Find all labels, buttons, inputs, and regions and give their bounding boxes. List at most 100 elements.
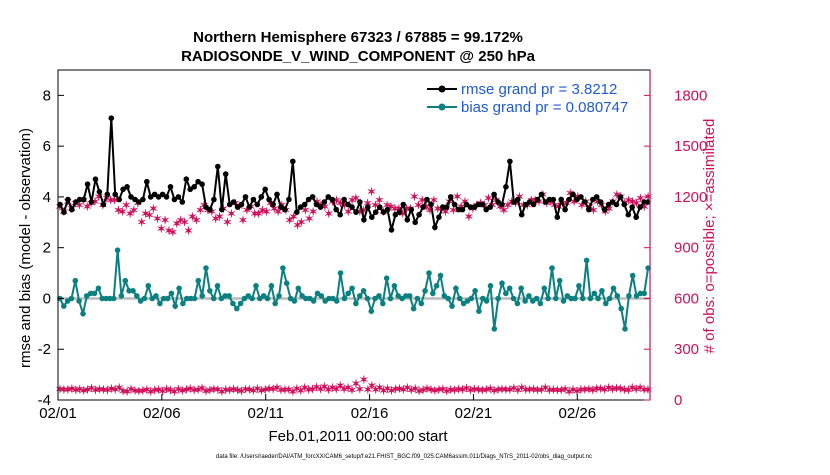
obs-assimilated-point: ✶ (336, 198, 345, 210)
obs-possible-point: ✶ (616, 384, 625, 396)
rmse-point (124, 184, 130, 190)
rmse-point (617, 194, 624, 200)
bias-point (430, 290, 436, 297)
obs-assimilated-point: ✶ (168, 227, 177, 239)
obs-assimilated-point: ✶ (375, 195, 384, 207)
rmse-point (641, 199, 647, 205)
bias-point (587, 295, 594, 302)
rmse-point (242, 194, 249, 200)
obs-possible-point: ✶ (67, 383, 76, 395)
bias-point (629, 272, 636, 279)
bias-point (237, 300, 244, 307)
obs-possible-point: ✶ (288, 386, 297, 398)
obs-possible-point: ✶ (111, 384, 120, 396)
obs-possible-point: ✶ (316, 384, 325, 396)
obs-possible-point: ✶ (533, 385, 542, 397)
bias-legend-marker (438, 103, 446, 111)
obs-possible-point: ✶ (71, 385, 80, 397)
obs-possible-point: ✶ (422, 384, 431, 396)
obs-possible-point: ✶ (501, 385, 510, 397)
rmse-point (483, 206, 490, 213)
bias-point (145, 283, 152, 289)
obs-assimilated-point: ✶ (433, 203, 442, 215)
x-axis-label: Feb.01,2011 00:00:00 start (268, 428, 448, 445)
obs-assimilated-point: ✶ (371, 200, 380, 212)
obs-assimilated-point: ✶ (464, 212, 473, 224)
bias-point (195, 277, 202, 284)
bias-point (160, 295, 167, 302)
obs-assimilated-point: ✶ (94, 191, 103, 203)
y-tick-label-left: 2 (43, 240, 51, 257)
rmse-point (207, 206, 213, 213)
obs-assimilated-point: ✶ (160, 215, 169, 227)
obs-assimilated-point: ✶ (176, 215, 185, 227)
obs-assimilated-point: ✶ (270, 203, 279, 215)
obs-possible-point: ✶ (284, 385, 293, 397)
obs-assimilated-point: ✶ (332, 195, 341, 207)
bias-point (337, 270, 344, 276)
obs-assimilated-point: ✶ (172, 219, 181, 231)
obs-assimilated-point: ✶ (386, 202, 395, 214)
obs-assimilated-point: ✶ (636, 193, 645, 205)
bias-point (537, 300, 544, 307)
bias-point (387, 295, 394, 302)
obs-assimilated-point: ✶ (382, 200, 391, 212)
bias-point (191, 295, 198, 302)
obs-possible-point: ✶ (407, 385, 416, 397)
obs-possible-point: ✶ (115, 383, 124, 395)
bias-point (295, 285, 302, 292)
rmse-point (491, 191, 497, 198)
obs-possible-point: ✶ (568, 385, 577, 397)
bias-point (383, 275, 390, 282)
rmse-point (487, 204, 494, 210)
obs-possible-point: ✶ (304, 385, 313, 397)
rmse-point (613, 201, 620, 208)
bias-point (276, 293, 282, 299)
y-axis-label-right: # of obs: o=possible; ×=assimilated (701, 119, 718, 354)
bias-point (576, 283, 582, 289)
rmse-point (84, 181, 91, 187)
obs-possible-point: ✶ (312, 382, 321, 394)
rmse-point (475, 201, 482, 208)
obs-possible-point: ✶ (233, 385, 242, 397)
bias-point (357, 293, 363, 299)
obs-possible-point: ✶ (237, 386, 246, 398)
rmse-point (511, 199, 517, 205)
rmse-point (558, 196, 564, 203)
y-tick-label-right: 1500 (674, 138, 707, 155)
obs-possible-point: ✶ (363, 385, 372, 397)
obs-possible-point: ✶ (292, 384, 301, 396)
obs-possible-point: ✶ (320, 382, 329, 394)
obs-assimilated-point: ✶ (114, 205, 123, 217)
bias-point (207, 288, 213, 294)
obs-possible-point: ✶ (482, 385, 491, 397)
obs-assimilated-point: ✶ (137, 217, 146, 229)
rmse-point (518, 211, 525, 218)
rmse-point (219, 206, 225, 213)
rmse-point (92, 176, 99, 182)
rmse-point (199, 181, 205, 187)
obs-assimilated-point: ✶ (273, 207, 282, 219)
obs-assimilated-point: ✶ (394, 203, 403, 215)
obs-possible-point: ✶ (395, 383, 404, 395)
obs-assimilated-point: ✶ (495, 202, 504, 214)
x-tick-label: 02/26 (559, 405, 597, 422)
bias-point (545, 295, 551, 302)
bias-point (503, 290, 509, 297)
bias-point (522, 298, 528, 304)
obs-possible-point: ✶ (458, 385, 467, 397)
obs-assimilated-point: ✶ (569, 197, 578, 209)
rmse-point (597, 199, 604, 205)
rmse-point (333, 206, 340, 213)
obs-assimilated-point: ✶ (266, 198, 275, 210)
obs-possible-point: ✶ (383, 383, 392, 395)
rmse-point (550, 196, 557, 203)
rmse-point (191, 184, 197, 190)
obs-assimilated-point: ✶ (250, 208, 259, 220)
rmse-point (621, 201, 628, 208)
bias-point (549, 265, 555, 271)
bias-point (483, 298, 490, 304)
obs-assimilated-point: ✶ (129, 205, 138, 217)
bias-point (226, 293, 232, 299)
obs-assimilated-point: ✶ (363, 198, 372, 210)
